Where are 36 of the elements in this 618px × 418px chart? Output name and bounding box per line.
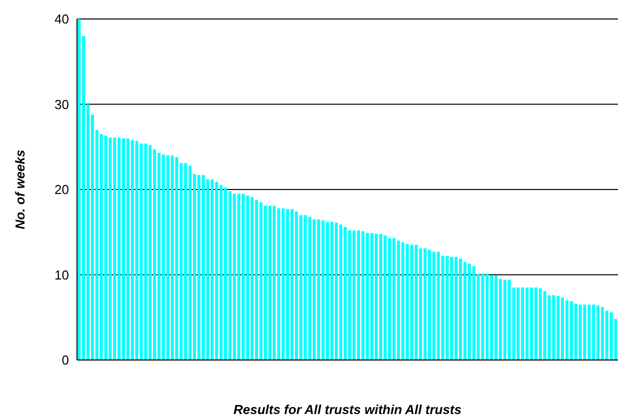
bar (339, 224, 342, 360)
bar (548, 295, 551, 360)
bar (237, 194, 240, 360)
x-axis-title: Results for All trusts within All trusts (233, 402, 462, 417)
bar (610, 312, 613, 360)
y-tick-label: 10 (54, 267, 69, 282)
bar (446, 256, 449, 360)
y-tick-label: 40 (54, 12, 69, 27)
bar (140, 143, 143, 360)
bar (135, 140, 138, 360)
bar (410, 244, 414, 360)
y-tick-label: 0 (62, 352, 69, 368)
bar (170, 155, 174, 360)
y-tick-label: 30 (54, 96, 69, 112)
bar (578, 304, 582, 360)
bar (481, 274, 484, 360)
bar (206, 179, 210, 360)
bar (312, 219, 316, 360)
bar (175, 157, 178, 360)
bar (344, 227, 347, 360)
bar (210, 179, 214, 360)
y-tick-label: 20 (54, 182, 69, 198)
bar (108, 138, 112, 360)
bar (406, 244, 409, 360)
bar (272, 206, 276, 360)
bar (441, 256, 444, 360)
bar (543, 290, 546, 360)
bar (508, 280, 511, 360)
y-axis-title: No. of weeks (12, 150, 28, 230)
bar (583, 304, 586, 360)
bar (379, 234, 382, 360)
bar (374, 234, 378, 360)
bar (104, 136, 108, 360)
bar (242, 194, 245, 360)
bar (308, 216, 312, 360)
bar (277, 208, 280, 360)
